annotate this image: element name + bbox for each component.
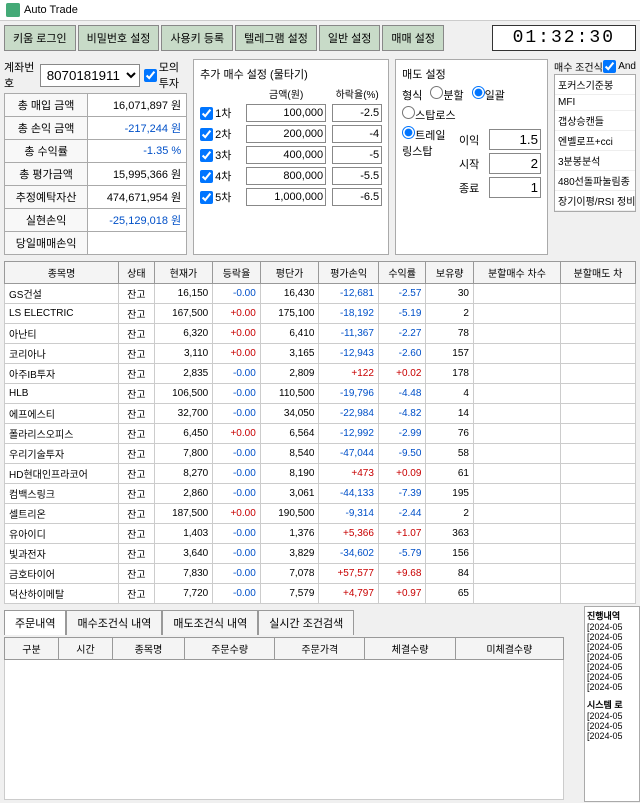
telegram-button[interactable]: 텔레그램 설정 <box>235 25 317 51</box>
password-button[interactable]: 비밀번호 설정 <box>78 25 160 51</box>
tier-check[interactable]: 2차 <box>200 126 240 142</box>
tier-pct[interactable] <box>332 146 382 164</box>
buy-panel: 추가 매수 설정 (물타기) 금액(원)하락율(%) 1차 2차 3차 4차 5… <box>193 59 389 255</box>
buy-title: 추가 매수 설정 (물타기) <box>200 66 382 82</box>
cond-item[interactable]: 갭상승캔들 <box>555 111 635 131</box>
holdings-table: 종목명상태현재가등락율평단가평가손익수익률보유량분할매수 차수분할매도 차 GS… <box>4 261 636 604</box>
cond-item[interactable]: 엔벨로프+cci <box>555 131 635 151</box>
table-row[interactable]: 아난티잔고6,320+0.006,410-11,367-2.2778 <box>5 324 636 344</box>
cond-item[interactable]: 포커스기준봉 <box>555 75 635 95</box>
tier-check[interactable]: 1차 <box>200 105 240 121</box>
tier-pct[interactable] <box>332 104 382 122</box>
table-row[interactable]: 아주IB투자잔고2,835-0.002,809+122+0.02178 <box>5 364 636 384</box>
bulk-radio[interactable]: 일괄 <box>472 86 505 103</box>
stoploss-radio[interactable]: 스탑로스 <box>402 106 455 123</box>
login-button[interactable]: 키움 로그인 <box>4 25 76 51</box>
table-row[interactable]: 빛과전자잔고3,640-0.003,829-34,602-5.79156 <box>5 544 636 564</box>
mock-checkbox[interactable]: 모의투자 <box>144 59 187 91</box>
profit-input[interactable] <box>489 129 541 150</box>
condition-panel: 매수 조건식 And 포커스기준봉MFI갭상승캔들엔벨로프+cci3분봉분석48… <box>554 59 636 255</box>
tier-amount[interactable] <box>246 125 326 143</box>
table-row[interactable]: 에프에스티잔고32,700-0.0034,050-22,984-4.8214 <box>5 404 636 424</box>
table-row[interactable]: 유아이디잔고1,403-0.001,376+5,366+1.07363 <box>5 524 636 544</box>
tabs: 주문내역 매수조건식 내역 매도조건식 내역 실시간 조건검색 <box>4 610 580 635</box>
tab-realtime[interactable]: 실시간 조건검색 <box>258 610 354 635</box>
cond-item[interactable]: 장기이평/RSI 정비 <box>555 191 635 211</box>
split-radio[interactable]: 분할 <box>430 86 463 103</box>
account-panel: 계좌번호 8070181911 모의투자 총 매입 금액16,071,897 원… <box>4 59 187 255</box>
and-checkbox[interactable]: And <box>603 59 636 74</box>
tier-pct[interactable] <box>332 125 382 143</box>
end-input[interactable] <box>489 177 541 198</box>
tier-check[interactable]: 5차 <box>200 189 240 205</box>
table-row[interactable]: 우리기술투자잔고7,800-0.008,540-47,044-9.5058 <box>5 444 636 464</box>
table-row[interactable]: 코리아나잔고3,110+0.003,165-12,943-2.60157 <box>5 344 636 364</box>
tab-orders[interactable]: 주문내역 <box>4 610 66 635</box>
cond-item[interactable]: 480선돌파눌림종 <box>555 171 635 191</box>
tab-buy-cond[interactable]: 매수조건식 내역 <box>66 610 162 635</box>
toolbar: 키움 로그인 비밀번호 설정 사용키 등록 텔레그램 설정 일반 설정 매매 설… <box>0 21 640 55</box>
tier-pct[interactable] <box>332 188 382 206</box>
start-input[interactable] <box>489 153 541 174</box>
table-row[interactable]: HD현대인프라코어잔고8,270-0.008,190+473+0.0961 <box>5 464 636 484</box>
general-button[interactable]: 일반 설정 <box>319 25 381 51</box>
app-icon <box>6 3 20 17</box>
trade-button[interactable]: 매매 설정 <box>382 25 444 51</box>
table-row[interactable]: GS건설잔고16,150-0.0016,430-12,681-2.5730 <box>5 284 636 304</box>
account-label: 계좌번호 <box>4 59 36 91</box>
table-row[interactable]: 금호타이어잔고7,830-0.007,078+57,577+9.6884 <box>5 564 636 584</box>
trailing-radio[interactable]: 트레일링스탑 <box>402 126 453 201</box>
table-row[interactable]: 셀트리온잔고187,500+0.00190,500-9,314-2.442 <box>5 504 636 524</box>
table-row[interactable]: 덕산하이메탈잔고7,720-0.007,579+4,797+0.9765 <box>5 584 636 604</box>
tier-check[interactable]: 4차 <box>200 168 240 184</box>
tier-amount[interactable] <box>246 167 326 185</box>
table-row[interactable]: 폴라리스오피스잔고6,450+0.006,564-12,992-2.9976 <box>5 424 636 444</box>
tier-pct[interactable] <box>332 167 382 185</box>
cond-item[interactable]: MFI <box>555 95 635 111</box>
account-select[interactable]: 8070181911 <box>40 64 140 87</box>
orders-table: 구분시간종목명주문수량주문가격체결수량미체결수량 <box>4 637 564 800</box>
titlebar: Auto Trade <box>0 0 640 21</box>
tab-sell-cond[interactable]: 매도조건식 내역 <box>162 610 258 635</box>
table-row[interactable]: LS ELECTRIC잔고167,500+0.00175,100-18,192-… <box>5 304 636 324</box>
sell-panel: 매도 설정 형식 분할 일괄 스탑로스 트레일링스탑 이익 시작 종료 <box>395 59 548 255</box>
tier-amount[interactable] <box>246 146 326 164</box>
clock: 01:32:30 <box>492 25 636 51</box>
table-row[interactable]: HLB잔고106,500-0.00110,500-19,796-4.484 <box>5 384 636 404</box>
table-row[interactable]: 컴백스링크잔고2,860-0.003,061-44,133-7.39195 <box>5 484 636 504</box>
key-button[interactable]: 사용키 등록 <box>161 25 233 51</box>
window-title: Auto Trade <box>24 4 78 16</box>
cond-item[interactable]: 3분봉분석 <box>555 151 635 171</box>
log-panel: 진행내역 [2024-05[2024-05[2024-05[2024-05[20… <box>584 606 640 802</box>
sell-title: 매도 설정 <box>402 66 541 82</box>
tier-amount[interactable] <box>246 188 326 206</box>
tier-amount[interactable] <box>246 104 326 122</box>
tier-check[interactable]: 3차 <box>200 147 240 163</box>
summary-table: 총 매입 금액16,071,897 원총 손익 금액-217,244 원총 수익… <box>4 93 187 255</box>
